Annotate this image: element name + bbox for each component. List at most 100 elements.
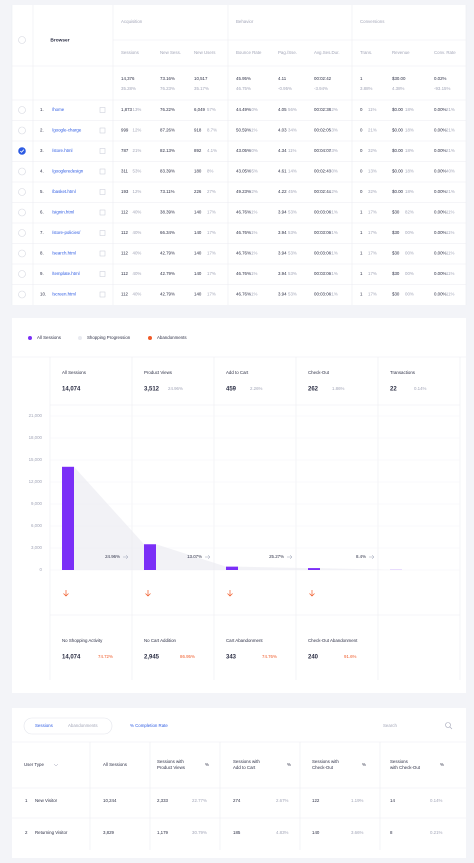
browser-link[interactable]: /store-policies/ — [52, 230, 81, 235]
cell-value: 38.39% — [160, 210, 175, 215]
row-checkbox[interactable] — [18, 106, 26, 114]
open-icon[interactable] — [99, 250, 106, 257]
legend-label: Shopping Progression — [87, 335, 131, 340]
abandon-label: No Cart Addition — [144, 638, 177, 643]
total-value: 73.16% — [160, 76, 175, 81]
open-icon[interactable] — [99, 127, 106, 134]
tab[interactable]: Abandonments — [68, 723, 98, 728]
abandon-arrow — [227, 590, 233, 597]
row-checkbox[interactable] — [18, 167, 26, 176]
cell-value: 76.22% — [160, 107, 175, 112]
user-type: Returning Visitor — [35, 830, 68, 835]
total-change: 4.38% — [392, 86, 405, 91]
cell-share: 18% — [405, 148, 414, 153]
open-icon[interactable] — [99, 291, 106, 298]
cell-value: $30 — [392, 271, 400, 276]
cell-share: 53% — [288, 251, 297, 256]
mode-toggle[interactable]: % Completion Rate — [130, 723, 168, 728]
check-mark — [20, 149, 25, 153]
cell-share: 11% — [446, 271, 455, 276]
row-index: 4. — [40, 169, 44, 174]
browser-link[interactable]: /home — [52, 107, 65, 112]
browser-link[interactable]: /googleredesign — [52, 169, 84, 174]
cell-share: 82% — [405, 210, 414, 215]
search-input[interactable]: Search — [383, 723, 397, 728]
cell-share: 21% — [329, 271, 338, 276]
cell-value: 22.77% — [192, 798, 207, 803]
cell-share: 12% — [329, 189, 338, 194]
cell-share: 11% — [446, 292, 455, 297]
conversion-rate: 25.27% — [269, 554, 284, 559]
cell-share: 11% — [446, 210, 455, 215]
column-header: New Users — [194, 50, 216, 55]
browser-link[interactable]: /template.html — [52, 271, 80, 276]
row-checkbox[interactable] — [18, 290, 26, 299]
cell-value: 66.34% — [160, 230, 175, 235]
row-checkbox[interactable] — [18, 229, 26, 237]
column-header: Sessions with — [312, 759, 339, 764]
row-checkbox[interactable] — [18, 147, 26, 155]
open-icon[interactable] — [99, 209, 106, 216]
total-change: 46.75% — [236, 86, 251, 91]
cell-share: 43% — [329, 148, 338, 153]
y-tick-label: 0 — [40, 567, 43, 572]
cell-value: 49.23% — [236, 189, 251, 194]
cell-value: 4.03 — [278, 128, 287, 133]
funnel-bar — [226, 566, 238, 570]
y-tick-label: 15,000 — [29, 457, 43, 462]
conversion-rate: 24.96% — [105, 554, 120, 559]
cell-value: 1 — [360, 230, 363, 235]
row-index: 3. — [40, 148, 44, 153]
row-checkbox[interactable] — [18, 249, 26, 258]
row-checkbox[interactable] — [18, 188, 26, 196]
row-index: 1 — [25, 798, 28, 803]
cell-share: 00% — [405, 251, 414, 256]
stage-value: 22 — [390, 387, 397, 393]
cell-value: 1,179 — [157, 830, 169, 835]
cell-value: 4.83% — [276, 830, 289, 835]
cell-value: 1 — [360, 292, 363, 297]
group-header: Acquisition — [121, 19, 143, 24]
total-value: 1 — [360, 76, 363, 81]
cell-share: 17% — [368, 271, 377, 276]
cell-share: 11% — [446, 251, 455, 256]
open-icon[interactable] — [99, 107, 106, 113]
row-checkbox[interactable] — [18, 270, 26, 278]
user-type: New Visitor — [35, 798, 58, 803]
select-all-checkbox[interactable] — [18, 36, 26, 44]
open-icon[interactable] — [99, 271, 106, 277]
browser-link[interactable]: /signin.html — [52, 210, 74, 215]
cell-value: $30 — [392, 210, 400, 215]
cell-value: 2,333 — [157, 798, 169, 803]
total-change: -3.94% — [314, 86, 328, 91]
open-icon[interactable] — [99, 168, 106, 175]
cell-share: 17% — [207, 230, 216, 235]
cell-value: 00:02:43 — [314, 169, 332, 174]
cell-value: 112 — [121, 271, 129, 276]
cell-value: $0.00 — [392, 189, 404, 194]
browser-link[interactable]: /store.html — [52, 148, 73, 153]
row-checkbox[interactable] — [18, 208, 26, 217]
cell-value: 140 — [194, 230, 202, 235]
browser-link[interactable]: /google-charge — [52, 128, 82, 133]
cell-share: 34% — [288, 128, 297, 133]
open-icon[interactable] — [99, 230, 106, 236]
browser-link[interactable]: /screen.html — [52, 292, 76, 297]
funnel-bar — [62, 466, 74, 570]
open-icon[interactable] — [99, 189, 106, 195]
sort-chevron[interactable] — [53, 763, 59, 767]
tab[interactable]: Sessions — [35, 723, 54, 728]
cell-share: 18% — [405, 128, 414, 133]
browser-link[interactable]: /search.html — [52, 251, 76, 256]
cell-share: 14% — [288, 169, 297, 174]
cell-value: 999 — [121, 128, 129, 133]
browser-link[interactable]: /basket.html — [52, 189, 76, 194]
row-checkbox[interactable] — [18, 126, 26, 135]
cell-share: 21% — [446, 128, 455, 133]
open-icon[interactable] — [99, 148, 106, 154]
cell-share: 13% — [133, 107, 142, 112]
cell-value: 14 — [390, 798, 395, 803]
cell-value: 43.05% — [236, 148, 251, 153]
cell-share: 40% — [133, 271, 142, 276]
cell-value: 00:03:06 — [314, 230, 332, 235]
